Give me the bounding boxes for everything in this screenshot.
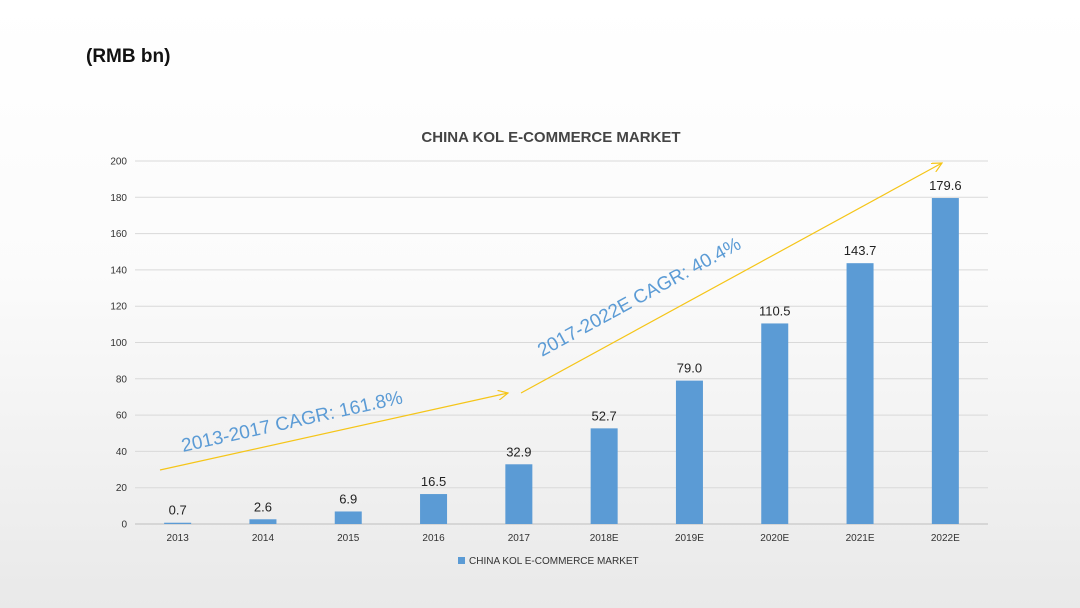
x-tick-label: 2016 <box>422 533 445 544</box>
legend-swatch <box>458 557 465 564</box>
bar <box>761 323 789 524</box>
x-tick-label: 2021E <box>846 533 875 544</box>
cagr-annotation-2013-2017: 2013-2017 CAGR: 161.8% <box>180 387 405 456</box>
bar <box>164 522 192 524</box>
y-tick-label: 120 <box>110 302 127 313</box>
data-label: 16.5 <box>421 474 446 489</box>
cagr-arrow-2017-2022 <box>520 163 942 394</box>
chart-title: CHINA KOL E-COMMERCE MARKET <box>421 129 680 146</box>
bar <box>505 464 533 524</box>
x-tick-label: 2022E <box>931 533 960 544</box>
data-label: 6.9 <box>339 491 357 506</box>
x-tick-label: 2015 <box>337 533 360 544</box>
legend: CHINA KOL E-COMMERCE MARKET <box>458 556 639 567</box>
y-tick-label: 0 <box>121 520 127 531</box>
x-tick-label: 2018E <box>590 533 619 544</box>
x-tick-label: 2020E <box>760 533 789 544</box>
y-tick-label: 40 <box>116 447 128 458</box>
data-labels: 0.7 2.6 6.9 16.5 32.9 52.7 79.0 110.5 143.7 179.6 <box>169 178 962 518</box>
data-label: 143.7 <box>844 243 877 258</box>
x-tick-label: 2014 <box>252 533 275 544</box>
bar <box>846 263 874 524</box>
y-tick-label: 140 <box>110 265 127 276</box>
y-tick-label: 200 <box>110 157 127 168</box>
bar <box>249 519 277 524</box>
y-tick-label: 20 <box>116 483 128 494</box>
x-tick-label: 2019E <box>675 533 704 544</box>
data-label: 110.5 <box>759 303 791 318</box>
bar <box>334 511 362 524</box>
data-label: 32.9 <box>506 444 531 459</box>
data-label: 0.7 <box>169 503 187 518</box>
bar <box>675 380 703 524</box>
y-tick-label: 100 <box>110 338 127 349</box>
y-tick-label: 180 <box>110 193 127 204</box>
bar <box>590 428 618 524</box>
cagr-arrow-2013-2017 <box>159 393 508 471</box>
y-axis-ticks: 0 20 40 60 80 100 120 140 160 180 200 <box>110 157 127 531</box>
data-label: 179.6 <box>929 178 962 193</box>
x-axis-ticks: 2013 2014 2015 2016 2017 2018E 2019E 2020E 2021E… <box>167 533 961 544</box>
x-tick-label: 2013 <box>167 533 190 544</box>
gridlines <box>135 160 988 525</box>
x-tick-label: 2017 <box>508 533 531 544</box>
data-label: 52.7 <box>591 408 616 423</box>
bars <box>164 198 959 524</box>
y-tick-label: 160 <box>110 229 127 240</box>
unit-label: (RMB bn) <box>86 46 171 67</box>
bar <box>420 494 448 524</box>
data-label: 79.0 <box>677 361 702 376</box>
legend-label: CHINA KOL E-COMMERCE MARKET <box>469 556 639 567</box>
data-label: 2.6 <box>254 499 272 514</box>
y-tick-label: 80 <box>116 374 128 385</box>
y-tick-label: 60 <box>116 411 128 422</box>
bar <box>931 198 959 524</box>
